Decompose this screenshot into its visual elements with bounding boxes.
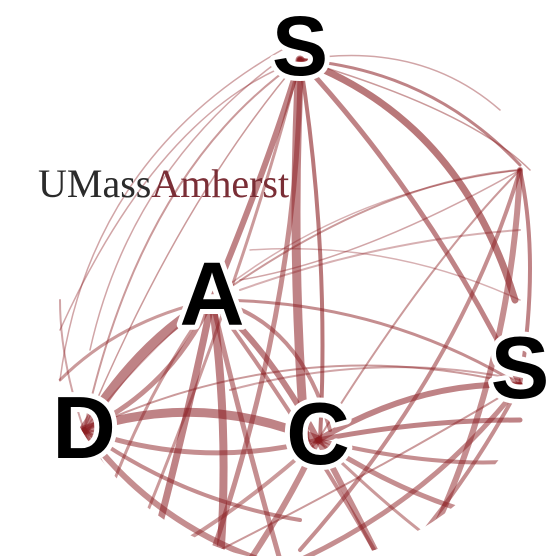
network-edge xyxy=(83,59,301,431)
logo-text-umass: UMass xyxy=(38,161,151,206)
network-edge xyxy=(209,57,303,303)
network-edge xyxy=(299,54,501,111)
network-edge xyxy=(298,58,325,442)
node-c: C xyxy=(286,384,350,483)
network-edge xyxy=(249,247,521,301)
network-edge xyxy=(59,39,301,381)
network-edge xyxy=(298,168,522,552)
node-a: A xyxy=(180,245,245,345)
network-edge xyxy=(210,298,332,432)
node-s-right: S xyxy=(491,318,550,417)
node-s-top: S xyxy=(272,0,328,93)
network-edge xyxy=(83,169,521,431)
network-edge xyxy=(79,295,217,435)
network-edge xyxy=(211,169,521,301)
network-edge xyxy=(89,59,281,351)
node-d: D xyxy=(52,378,116,477)
logo-wordmark: UMassAmherst xyxy=(38,161,289,206)
network-edge xyxy=(59,59,301,331)
network-edge xyxy=(59,299,85,431)
network-edge xyxy=(297,57,523,388)
network-edge xyxy=(207,57,303,556)
network-edge xyxy=(83,59,301,431)
network-edge xyxy=(239,169,521,281)
network-edge xyxy=(83,364,521,431)
network-edge xyxy=(315,417,523,443)
umass-amherst-logo: UMassAmherst xyxy=(38,161,289,206)
network-edge xyxy=(518,168,532,387)
network-edge xyxy=(296,56,519,304)
network-edge xyxy=(298,58,522,167)
network-edge xyxy=(299,59,531,171)
network-edge xyxy=(81,427,263,556)
network-edge xyxy=(79,407,323,445)
network-edge xyxy=(315,381,523,443)
network-edge xyxy=(317,169,521,441)
network-edge xyxy=(315,437,383,556)
network-edge xyxy=(209,297,321,443)
network-edge xyxy=(247,437,321,556)
network-edge xyxy=(82,428,302,522)
network-edge xyxy=(297,382,523,556)
logo-text-amherst: Amherst xyxy=(151,161,289,206)
node-letters: S A D C S xyxy=(47,0,552,488)
network-edge xyxy=(58,298,214,382)
network-edge xyxy=(208,296,228,556)
network-edge xyxy=(81,427,321,456)
network-edge xyxy=(138,58,302,532)
network-edge xyxy=(239,229,521,291)
network-edge xyxy=(417,167,523,556)
network-edge xyxy=(210,298,522,387)
